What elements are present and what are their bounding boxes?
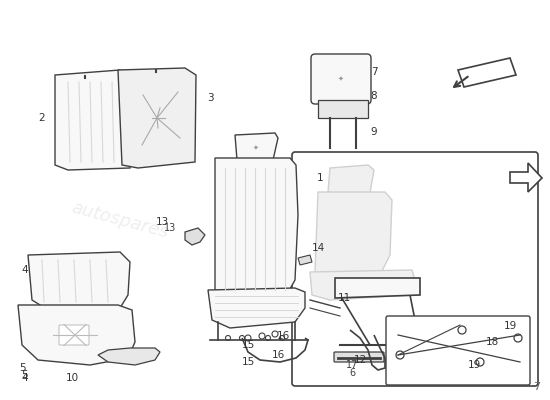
Polygon shape: [335, 278, 420, 298]
Polygon shape: [208, 288, 305, 328]
Text: 19: 19: [468, 360, 481, 370]
Polygon shape: [328, 165, 374, 196]
Polygon shape: [318, 100, 368, 118]
Text: 4: 4: [21, 265, 28, 275]
Text: ✦: ✦: [338, 76, 344, 82]
Text: 4: 4: [21, 373, 28, 383]
Text: 6: 6: [349, 368, 355, 378]
Polygon shape: [458, 58, 516, 87]
Polygon shape: [315, 192, 392, 278]
FancyBboxPatch shape: [386, 316, 530, 385]
Text: 1: 1: [317, 173, 323, 183]
Polygon shape: [235, 133, 278, 162]
Text: 7: 7: [371, 67, 377, 77]
Text: 9: 9: [371, 127, 377, 137]
Text: 15: 15: [241, 340, 255, 350]
Polygon shape: [215, 158, 298, 302]
Polygon shape: [55, 70, 135, 170]
Text: 10: 10: [65, 373, 79, 383]
Polygon shape: [28, 252, 130, 310]
Text: 13: 13: [155, 217, 169, 227]
Text: 16: 16: [271, 350, 285, 360]
Text: 5: 5: [19, 363, 25, 373]
FancyBboxPatch shape: [292, 152, 538, 386]
Text: 13: 13: [164, 223, 176, 233]
Text: 7: 7: [533, 382, 540, 392]
Text: 17: 17: [346, 360, 358, 370]
Polygon shape: [98, 348, 160, 365]
Text: 5: 5: [21, 370, 28, 380]
Text: autospares: autospares: [69, 198, 170, 242]
Text: 11: 11: [337, 293, 351, 303]
Polygon shape: [510, 163, 542, 192]
Polygon shape: [18, 305, 135, 365]
Text: 2: 2: [39, 113, 45, 123]
Text: 18: 18: [485, 337, 499, 347]
Text: ✦: ✦: [253, 145, 259, 151]
Polygon shape: [185, 228, 205, 245]
Text: 8: 8: [371, 91, 377, 101]
Polygon shape: [298, 255, 312, 265]
Text: 16: 16: [276, 331, 290, 341]
FancyBboxPatch shape: [334, 352, 384, 362]
Text: 19: 19: [503, 321, 516, 331]
FancyBboxPatch shape: [59, 325, 89, 345]
Polygon shape: [310, 270, 415, 300]
Text: 14: 14: [311, 243, 324, 253]
FancyBboxPatch shape: [311, 54, 371, 104]
Text: 3: 3: [207, 93, 213, 103]
Text: autospares: autospares: [279, 242, 381, 278]
Text: 12: 12: [353, 355, 367, 365]
Polygon shape: [118, 68, 196, 168]
Text: 15: 15: [241, 357, 255, 367]
